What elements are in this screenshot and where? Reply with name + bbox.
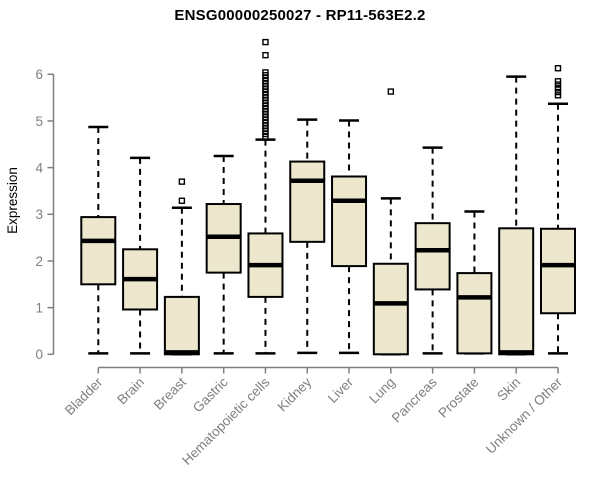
outlier-point <box>554 81 562 88</box>
x-axis-category-label: Gastric <box>190 374 231 415</box>
outlier-point <box>554 85 562 92</box>
x-axis-category-label: Unknown / Other <box>483 374 566 457</box>
y-axis-tick-label: 4 <box>35 160 43 175</box>
outlier-point <box>178 197 186 204</box>
x-axis-category-label: Prostate <box>435 375 481 421</box>
outlier-point <box>178 178 186 185</box>
box-breast <box>163 295 200 356</box>
box-kidney <box>289 160 326 243</box>
y-axis-tick-label: 2 <box>35 254 43 269</box>
x-axis-category-label: Bladder <box>62 374 106 418</box>
outlier-point <box>554 78 562 85</box>
outlier-point <box>554 88 562 96</box>
box-unknown-other <box>539 227 576 315</box>
y-axis-tick-label: 1 <box>35 300 43 315</box>
x-axis-category-label: Kidney <box>275 374 315 414</box>
x-axis-category-label: Brain <box>114 375 147 408</box>
box-bladder <box>80 216 117 286</box>
outlier-point <box>262 51 269 59</box>
x-axis-category-label: Pancreas <box>389 374 440 425</box>
outlier-point <box>554 65 562 72</box>
y-axis-tick-label: 5 <box>35 114 43 129</box>
outlier-point <box>387 88 395 95</box>
outlier-point <box>554 92 562 99</box>
box-skin <box>498 227 535 356</box>
outlier-point <box>262 69 269 76</box>
x-axis-category-label: Lung <box>366 375 398 407</box>
box-lung <box>372 262 409 356</box>
chart-title: ENSG00000250027 - RP11-563E2.2 <box>174 7 426 24</box>
y-axis-tick-label: 3 <box>35 207 43 222</box>
x-axis-category-label: Skin <box>494 375 523 404</box>
box-prostate <box>456 272 493 355</box>
x-axis-category-label: Breast <box>151 374 189 412</box>
y-axis-tick-label: 0 <box>35 347 43 362</box>
x-axis-category-label: Liver <box>325 374 357 406</box>
y-axis-tick-label: 6 <box>35 67 43 82</box>
box-liver <box>331 175 368 268</box>
box-pancreas <box>414 222 451 291</box>
outlier-point <box>262 38 269 46</box>
